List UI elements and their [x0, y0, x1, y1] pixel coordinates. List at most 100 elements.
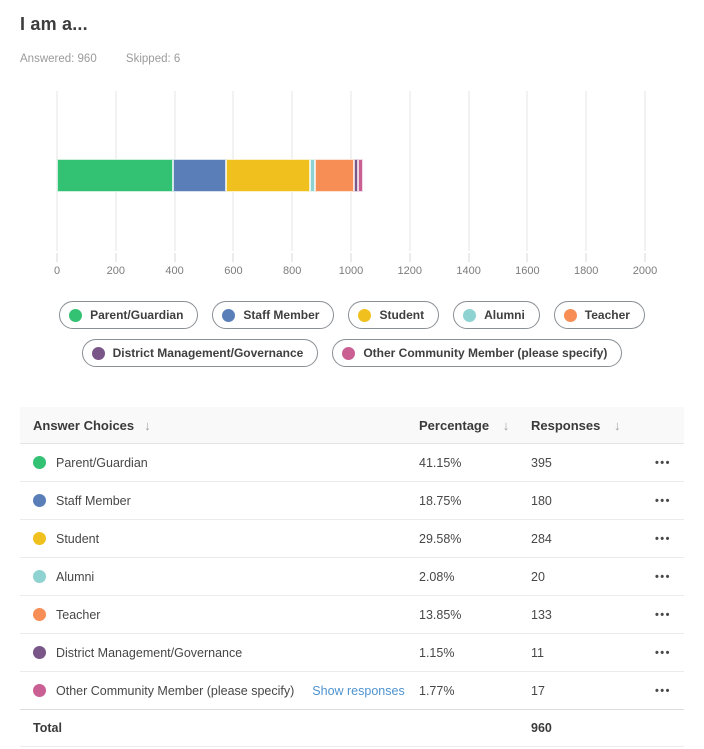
legend-label: Teacher	[585, 308, 630, 322]
responses-cell: 395	[531, 456, 631, 470]
answer-choice-label: Other Community Member (please specify)	[56, 684, 294, 698]
answer-choice-label: Teacher	[56, 608, 100, 622]
total-label: Total	[33, 721, 419, 735]
table-row: Student29.58%284•••	[20, 520, 684, 558]
row-menu-button[interactable]: •••	[631, 533, 671, 545]
legend-swatch	[342, 347, 355, 360]
choice-swatch	[33, 456, 46, 469]
percentage-cell: 1.77%	[419, 684, 531, 698]
row-menu-button[interactable]: •••	[631, 495, 671, 507]
percentage-cell: 18.75%	[419, 494, 531, 508]
sort-descending-icon[interactable]: ↓	[144, 418, 151, 433]
legend-label: Staff Member	[243, 308, 319, 322]
answer-choice-cell: Teacher	[33, 608, 419, 622]
x-axis-labels: 0200400600800100012001400160018002000	[57, 265, 645, 281]
table-body: Parent/Guardian41.15%395••• Staff Member 1…	[20, 444, 684, 710]
bar-segment-staff-member[interactable]	[173, 159, 226, 192]
sort-descending-icon[interactable]: ↓	[614, 418, 621, 433]
responses-cell: 17	[531, 684, 631, 698]
choice-swatch	[33, 608, 46, 621]
axis-tick-label: 2000	[633, 265, 657, 277]
survey-question-results-page: I am a... Answered: 960 Skipped: 6 02004…	[0, 0, 704, 747]
legend-item-parent-guardian[interactable]: Parent/Guardian	[59, 301, 198, 329]
answer-choice-label: Staff Member	[56, 494, 131, 508]
legend-swatch	[222, 309, 235, 322]
column-label: Percentage	[419, 418, 489, 433]
legend-label: Parent/Guardian	[90, 308, 183, 322]
axis-tick-label: 1200	[398, 265, 422, 277]
percentage-cell: 2.08%	[419, 570, 531, 584]
answer-choice-cell: District Management/Governance	[33, 646, 419, 660]
column-label: Responses	[531, 418, 600, 433]
table-row: Alumni2.08%20•••	[20, 558, 684, 596]
legend-item-alumni[interactable]: Alumni	[453, 301, 540, 329]
bar-segment-student[interactable]	[226, 159, 309, 192]
axis-tick-label: 800	[283, 265, 301, 277]
x-axis-ticks	[57, 253, 645, 262]
legend-swatch	[463, 309, 476, 322]
legend-swatch	[358, 309, 371, 322]
legend-item-district-management-governance[interactable]: District Management/Governance	[82, 339, 319, 367]
skipped-count: Skipped: 6	[126, 53, 180, 65]
answer-choice-cell: Alumni	[33, 570, 419, 584]
table-row: Staff Member 18.75%180•••	[20, 482, 684, 520]
axis-tick	[233, 253, 234, 262]
responses-cell: 180	[531, 494, 631, 508]
sort-descending-icon[interactable]: ↓	[503, 418, 510, 433]
row-menu-button[interactable]: •••	[631, 571, 671, 583]
legend-row: District Management/Governance Other Comm…	[20, 339, 684, 367]
responses-cell: 133	[531, 608, 631, 622]
page-title: I am a...	[20, 14, 684, 35]
answer-choice-cell: Student	[33, 532, 419, 546]
axis-tick	[57, 253, 58, 262]
row-menu-button[interactable]: •••	[631, 685, 671, 697]
row-menu-button[interactable]: •••	[631, 647, 671, 659]
column-header-answer-choices: Answer Choices ↓	[33, 418, 419, 433]
axis-tick-label: 400	[165, 265, 183, 277]
axis-tick	[115, 253, 116, 262]
axis-tick	[409, 253, 410, 262]
axis-tick-label: 200	[107, 265, 125, 277]
legend-item-other-community-member-please-specify[interactable]: Other Community Member (please specify)	[332, 339, 622, 367]
axis-tick-label: 1600	[515, 265, 539, 277]
choice-swatch	[33, 532, 46, 545]
percentage-cell: 1.15%	[419, 646, 531, 660]
table-row: District Management/Governance 1.15%11•••	[20, 634, 684, 672]
show-responses-link[interactable]: Show responses	[312, 684, 404, 698]
legend-item-teacher[interactable]: Teacher	[554, 301, 645, 329]
bar-segment-teacher[interactable]	[315, 159, 354, 192]
answer-choices-table: Answer Choices ↓ Percentage ↓ Responses …	[20, 407, 684, 747]
choice-swatch	[33, 646, 46, 659]
legend-item-staff-member[interactable]: Staff Member	[212, 301, 334, 329]
answer-choice-cell: Other Community Member (please specify) S…	[33, 684, 419, 698]
total-responses: 960	[531, 721, 631, 735]
chart-plot	[57, 91, 645, 251]
row-menu-button[interactable]: •••	[631, 457, 671, 469]
answered-count: Answered: 960	[20, 53, 97, 65]
axis-tick-label: 600	[224, 265, 242, 277]
legend-item-student[interactable]: Student	[348, 301, 439, 329]
answer-choice-label: Student	[56, 532, 99, 546]
bar-segment-parent-guardian[interactable]	[57, 159, 173, 192]
question-meta: Answered: 960 Skipped: 6	[20, 53, 684, 65]
row-menu-button[interactable]: •••	[631, 609, 671, 621]
axis-tick	[468, 253, 469, 262]
answer-choice-label: District Management/Governance	[56, 646, 242, 660]
stacked-bar	[57, 159, 645, 192]
choice-swatch	[33, 684, 46, 697]
legend-swatch	[564, 309, 577, 322]
responses-cell: 11	[531, 646, 631, 660]
percentage-cell: 13.85%	[419, 608, 531, 622]
legend-swatch	[69, 309, 82, 322]
legend-label: District Management/Governance	[113, 346, 304, 360]
table-row: Other Community Member (please specify) S…	[20, 672, 684, 710]
legend-label: Student	[379, 308, 424, 322]
answer-choice-label: Parent/Guardian	[56, 456, 148, 470]
responses-cell: 284	[531, 532, 631, 546]
bar-segment-other-community-member-please-specify[interactable]	[358, 159, 363, 192]
table-row: Parent/Guardian41.15%395•••	[20, 444, 684, 482]
stacked-bar-chart: 0200400600800100012001400160018002000	[20, 91, 684, 281]
axis-tick	[174, 253, 175, 262]
column-label: Answer Choices	[33, 418, 134, 433]
choice-swatch	[33, 570, 46, 583]
